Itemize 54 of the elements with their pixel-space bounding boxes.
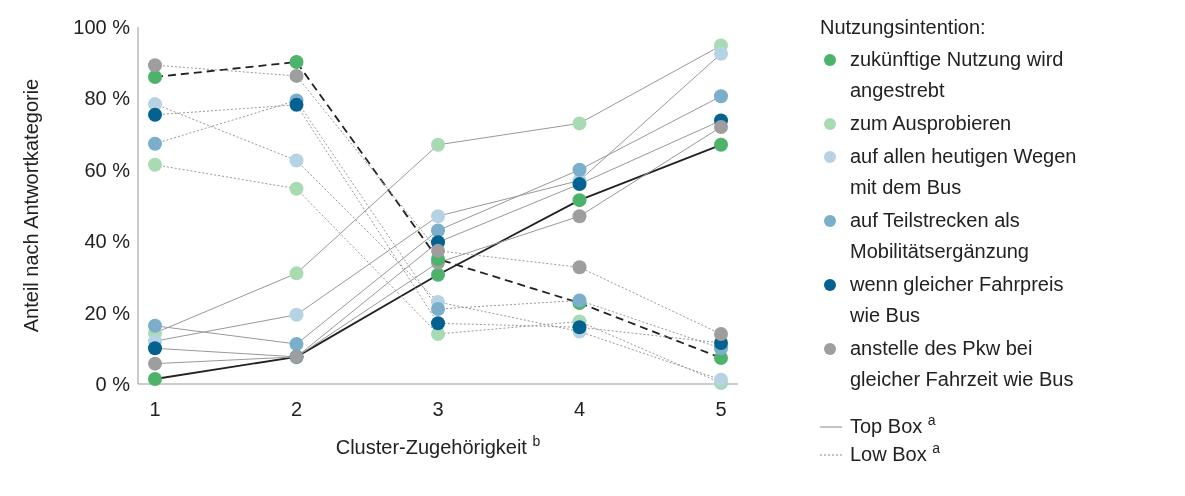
- point: [572, 320, 587, 335]
- x-tick-label: 1: [149, 398, 161, 420]
- y-tick-label: 20 %: [84, 301, 131, 324]
- point: [289, 68, 304, 83]
- y-tick-label: 80 %: [84, 87, 131, 110]
- legend-label: anstelle des Pkw bei gleicher Fahrzeit wie Bus: [850, 337, 1074, 390]
- x-tick-label: 3: [432, 398, 444, 420]
- point: [572, 209, 587, 224]
- point: [289, 337, 304, 352]
- point: [148, 69, 162, 84]
- point: [289, 266, 304, 281]
- point: [289, 153, 304, 168]
- point: [714, 137, 728, 152]
- point: [572, 162, 587, 177]
- point: [431, 243, 445, 258]
- point: [431, 316, 445, 331]
- point: [431, 137, 445, 152]
- point: [289, 181, 304, 196]
- y-axis-title: Anteil nach Antwortkategorie: [20, 78, 42, 333]
- x-tick-label: 2: [290, 398, 303, 420]
- point: [148, 58, 162, 73]
- point: [714, 89, 728, 104]
- point: [148, 356, 162, 371]
- point: [148, 107, 162, 122]
- x-tick-label: 4: [573, 398, 586, 420]
- point: [289, 54, 304, 69]
- legend-label: zum Ausprobieren: [850, 112, 1012, 134]
- point: [431, 223, 445, 238]
- point: [431, 267, 445, 282]
- text: Low Box $^{a}$: [850, 440, 941, 465]
- x-tick-label: 5: [715, 398, 727, 420]
- y-tick-label: 100 %: [73, 16, 131, 38]
- y-tick-label: 0 %: [95, 373, 131, 395]
- legend-title: Nutzungsintention:: [820, 16, 986, 38]
- point: [148, 341, 162, 356]
- y-tick-label: 60 %: [84, 158, 131, 181]
- point: [148, 318, 162, 333]
- y-tick-label: 40 %: [84, 230, 131, 253]
- point: [148, 372, 162, 386]
- point: [289, 97, 304, 112]
- point: [572, 193, 587, 208]
- point: [148, 157, 162, 172]
- text: Top Box $^{a}$: [850, 412, 936, 437]
- point: [714, 46, 728, 61]
- point: [714, 327, 728, 342]
- x-axis-title: Cluster-Zugehörigkeit $^{b}$: [335, 433, 541, 458]
- point: [289, 307, 304, 322]
- point: [572, 116, 587, 131]
- point: [572, 260, 587, 275]
- point: [431, 302, 445, 317]
- point: [148, 136, 162, 151]
- point: [714, 119, 728, 134]
- point: [431, 209, 445, 224]
- point: [572, 177, 587, 192]
